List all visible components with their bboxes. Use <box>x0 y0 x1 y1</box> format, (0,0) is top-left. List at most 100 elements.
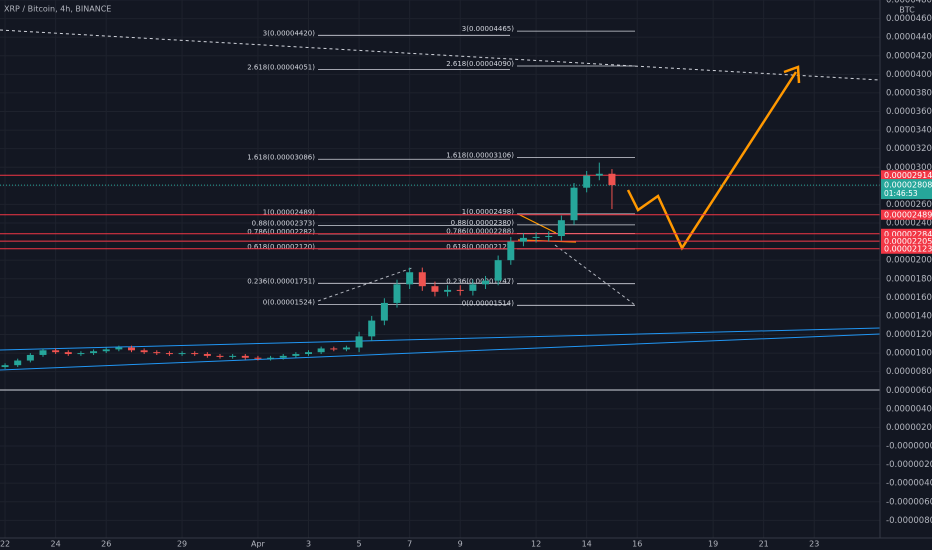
x-tick-label: 21 <box>759 540 769 549</box>
candle-body <box>519 237 527 242</box>
candle-body <box>14 360 22 366</box>
x-tick-label: Apr <box>251 540 266 549</box>
candle-body <box>140 350 148 353</box>
x-tick-label: 12 <box>531 540 541 549</box>
candle-body <box>1 365 9 368</box>
candle-body <box>153 352 161 354</box>
y-tick-label: -0.00000200 <box>886 460 932 470</box>
candle-body <box>494 260 502 281</box>
countdown: 01:46:53 <box>884 189 918 198</box>
candle-body <box>406 272 414 285</box>
projection-arrow <box>626 71 798 251</box>
candle-body <box>26 354 34 361</box>
fib-label: 1(0.00002498) <box>462 208 514 216</box>
price-tag <box>881 228 932 239</box>
x-tick-label: 14 <box>582 540 592 549</box>
candle-body <box>532 236 540 238</box>
fib-label: 1.618(0.00003106) <box>446 151 514 159</box>
candle-body <box>191 353 199 355</box>
fib-trend <box>317 267 413 302</box>
fib-label: 3(0.00004465) <box>462 25 514 33</box>
candles <box>1 162 616 369</box>
candle-body <box>90 351 98 354</box>
candle-body <box>545 236 553 238</box>
triangle-line <box>517 213 557 234</box>
candle-body <box>52 350 60 353</box>
candle-body <box>216 355 224 357</box>
price-tag <box>881 209 932 220</box>
x-tick-label: 3 <box>306 540 311 549</box>
candle-body <box>380 302 388 321</box>
axis-background <box>880 0 932 550</box>
axis-unit: BTC <box>899 6 915 15</box>
candle-body <box>431 286 439 292</box>
candle-body <box>482 280 490 285</box>
fib-trend <box>554 244 636 306</box>
price-tag <box>881 243 932 254</box>
candle-body <box>254 357 262 359</box>
fib-label: 0.618(0.00002122) <box>446 243 514 251</box>
price-tag-label: 0.00002123 <box>884 245 932 254</box>
candle-body <box>115 347 123 350</box>
x-tick-label: 26 <box>101 540 111 549</box>
candle-body <box>570 187 578 221</box>
price-tag <box>881 170 932 181</box>
fib-label: 0.236(0.00001747) <box>446 278 514 286</box>
x-tick-label: 9 <box>458 540 463 549</box>
candle-body <box>178 353 186 355</box>
fib-label: 3(0.00004420) <box>263 29 315 37</box>
candle-body <box>127 347 135 351</box>
x-tick-label: 23 <box>809 540 819 549</box>
y-tick-label: -0.00000000 <box>886 442 932 452</box>
x-tick-label: 16 <box>632 540 642 549</box>
candle-body <box>608 173 616 186</box>
fib-label: 2.618(0.00004051) <box>247 64 315 72</box>
x-tick-label: 22 <box>0 540 10 549</box>
candle-body <box>229 355 237 357</box>
candle-body <box>418 272 426 287</box>
fib-label: 1.618(0.00003086) <box>247 153 315 161</box>
channel-line <box>0 327 881 351</box>
candle-body <box>165 353 173 355</box>
candle-body <box>330 348 338 350</box>
fib-label: 0.88(0.00002373) <box>252 220 316 228</box>
fib-label: 1(0.00002489) <box>263 209 315 217</box>
candle-body <box>456 289 464 291</box>
fib-label: 0(0.00001524) <box>263 298 315 306</box>
price-tag-label: 0.00002914 <box>884 171 932 180</box>
candle-body <box>241 355 249 358</box>
candle-body <box>292 354 300 356</box>
x-tick-label: 5 <box>357 540 362 549</box>
candle-body <box>595 173 603 176</box>
x-tick-label: 29 <box>177 540 187 549</box>
candle-body <box>317 348 325 353</box>
x-tick-label: 7 <box>407 540 412 549</box>
arrow-head <box>783 65 801 84</box>
candle-body <box>507 241 515 261</box>
candle-body <box>342 347 350 350</box>
candle-body <box>393 284 401 303</box>
current-price-tag <box>881 179 932 200</box>
candle-body <box>267 357 275 359</box>
candle-body <box>102 349 110 352</box>
fib-label: 2.618(0.00004090) <box>446 60 514 68</box>
